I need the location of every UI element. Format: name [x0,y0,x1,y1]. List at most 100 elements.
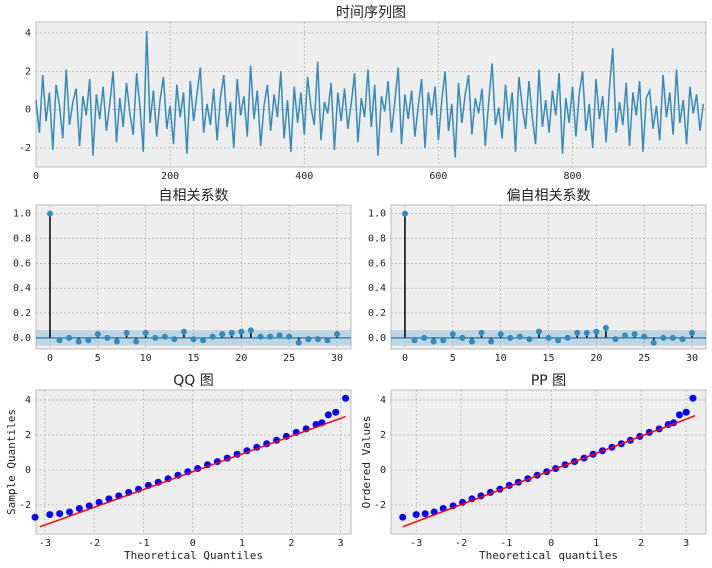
point [399,513,407,521]
x-tick-label: 10 [140,353,152,364]
y-tick-label: 4 [25,395,31,406]
point [682,408,690,416]
stem-marker [314,336,321,343]
stem-marker [56,337,63,344]
stem-marker [401,210,408,217]
point [342,394,350,402]
x-tick-label: 1 [593,538,599,549]
x-tick-label: 30 [331,353,343,364]
stem-marker [583,329,590,336]
plot-frame [390,389,707,535]
point [332,408,340,416]
stem-marker [564,334,571,341]
y-tick-label: 0.8 [368,234,386,245]
x-axis-label: Theoretical quantiles [479,549,618,562]
point [675,411,683,419]
stem-marker [305,336,312,343]
stem-marker [152,334,159,341]
stem-marker [75,338,82,345]
point [56,510,64,518]
x-tick-label: 5 [450,353,456,364]
stem-marker [228,329,235,336]
x-tick-label: 0 [33,171,39,182]
x-tick-label: 2 [288,538,294,549]
plot-frame [35,389,352,535]
x-tick-label: 0 [548,538,554,549]
x-tick-label: 0 [47,353,53,364]
stem-marker [257,333,264,340]
point [412,511,420,519]
y-tick-label: 0.6 [13,258,31,269]
y-tick-label: -2 [374,500,386,511]
fit-line [402,415,696,528]
stem-marker [430,338,437,345]
x-tick-label: 1 [239,538,245,549]
y-tick-label: 0.2 [13,308,31,319]
stem-marker [535,328,542,335]
plot-area [36,22,706,167]
y-tick-label: 0.0 [368,333,386,344]
point [46,511,54,519]
chart-title: 偏自相关系数 [507,188,591,204]
stem-marker [497,331,504,338]
point [31,513,39,521]
stem-marker [449,331,456,338]
stem-marker [267,333,274,340]
y-tick-label: 1.0 [13,209,31,220]
plot-frame [390,204,707,350]
x-tick-label: 0 [402,353,408,364]
stem-marker [660,334,667,341]
chart-title: QQ 图 [173,373,214,389]
series-line [35,30,705,158]
point [421,510,429,518]
y-tick-label: 2 [25,430,31,441]
plot-frame [35,21,707,168]
x-tick-label: -1 [137,538,149,549]
stem-marker [650,339,657,346]
stem-marker [238,328,245,335]
stem-marker [200,337,207,344]
stem-marker [334,331,341,338]
fit-line [39,415,346,528]
x-tick-label: 25 [638,353,650,364]
stem-marker [104,334,111,341]
x-tick-label: 200 [161,171,179,182]
x-tick-label: 400 [295,171,313,182]
stem-marker [113,338,120,345]
stem-marker [133,338,140,345]
stem-marker [411,337,418,344]
stem-marker [85,337,92,344]
x-tick-label: 3 [338,538,344,549]
point [85,502,93,510]
stem-marker [679,336,686,343]
stem-marker [602,324,609,331]
x-tick-label: 25 [283,353,295,364]
chart-title: PP 图 [531,373,566,389]
stem-marker [421,334,428,341]
stem-marker [507,334,514,341]
plot-frame [35,204,352,350]
y-tick-label: 0.0 [13,333,31,344]
stem-marker [516,333,523,340]
x-tick-label: 600 [429,171,447,182]
stem-marker [440,337,447,344]
x-tick-label: -1 [500,538,512,549]
y-tick-label: 2 [25,66,31,77]
stem-marker [545,334,552,341]
x-tick-label: -2 [88,538,100,549]
stem-marker [526,336,533,343]
x-tick-label: 20 [590,353,602,364]
point [75,504,83,512]
stem-marker [324,337,331,344]
chart-title: 自相关系数 [159,188,229,204]
stem-marker [286,333,293,340]
stem-marker [622,332,629,339]
stem-marker [641,333,648,340]
y-tick-label: 0 [25,105,31,116]
stem-marker [574,329,581,336]
stem-marker [190,336,197,343]
stem-marker [209,333,216,340]
x-tick-label: 3 [683,538,689,549]
y-axis-label: Sample Quantiles [5,409,18,515]
x-tick-label: -3 [410,538,422,549]
